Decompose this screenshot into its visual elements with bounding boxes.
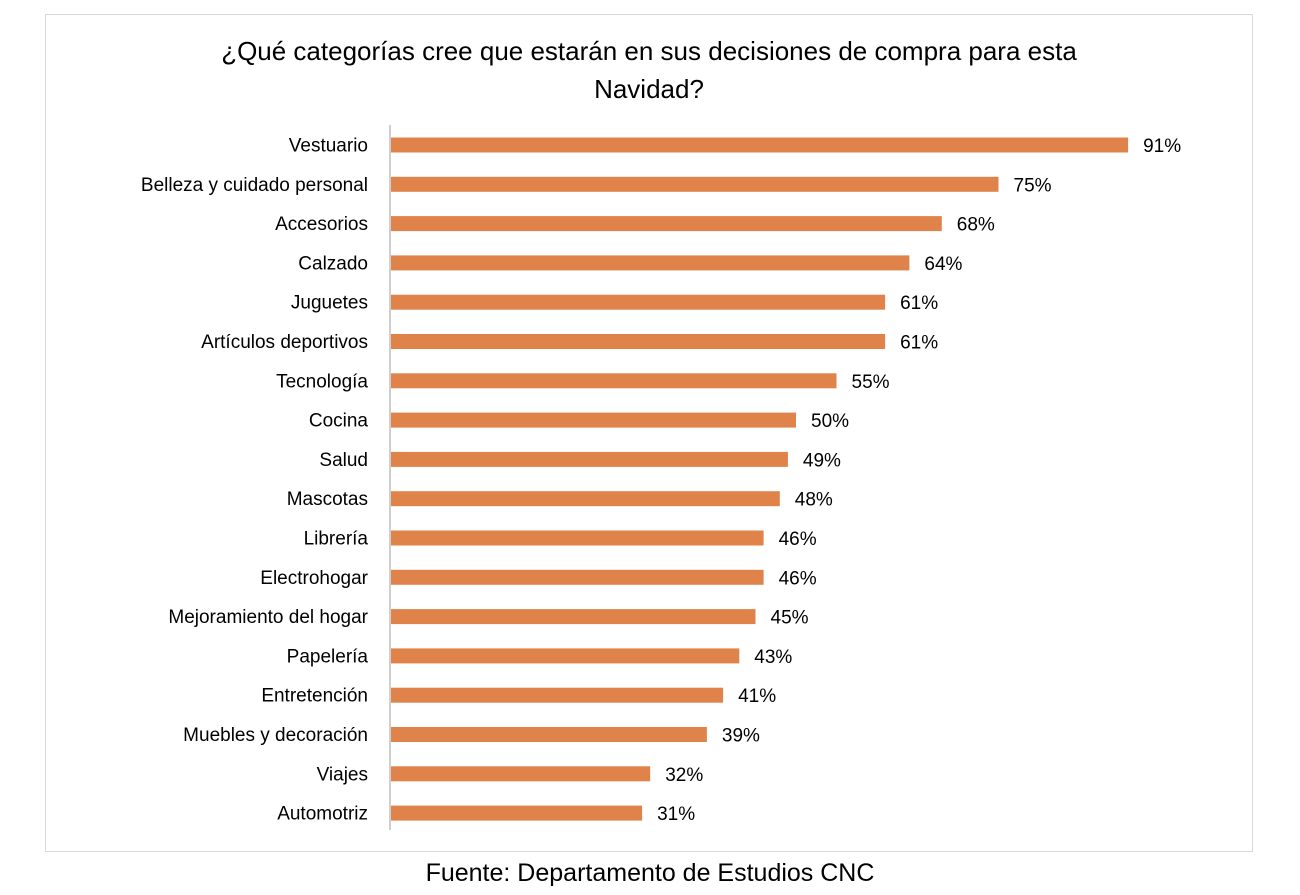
category-label: Juguetes: [291, 293, 368, 314]
chart-title-line-2: Navidad?: [594, 74, 704, 104]
data-label: 61%: [900, 333, 938, 354]
category-labels-group: Vestuario Belleza y cuidado personal Acces…: [141, 136, 369, 825]
data-label: 75%: [1014, 175, 1052, 196]
bar-7: [391, 373, 837, 389]
category-label: Entretención: [261, 686, 368, 707]
category-label: Electrohogar: [260, 568, 368, 589]
data-label: 31%: [657, 804, 695, 825]
data-label: 39%: [722, 726, 760, 747]
data-label: 68%: [957, 215, 995, 236]
bar-12: [391, 569, 764, 585]
category-label: Cocina: [309, 411, 369, 432]
category-label: Vestuario: [289, 136, 368, 157]
bar-1: [391, 137, 1129, 153]
data-label: 45%: [771, 608, 809, 629]
data-label: 55%: [852, 372, 890, 393]
category-label: Mejoramiento del hogar: [168, 607, 368, 628]
bar-4: [391, 255, 910, 271]
bar-14: [391, 648, 740, 664]
bar-16: [391, 727, 707, 742]
bar-3: [391, 216, 942, 232]
category-label: Automotriz: [277, 804, 368, 825]
bar-11: [391, 530, 764, 546]
bar-18: [391, 805, 643, 821]
data-label: 41%: [738, 686, 776, 707]
chart-title-line-1: ¿Qué categorías cree que estarán en sus …: [221, 36, 1077, 66]
bar-5: [391, 294, 886, 310]
data-label: 91%: [1143, 136, 1181, 157]
data-label: 61%: [900, 293, 938, 314]
chart-frame: [45, 14, 1253, 852]
category-label: Mascotas: [287, 489, 368, 510]
data-label: 64%: [924, 254, 962, 275]
bar-13: [391, 609, 756, 625]
source-note: Fuente: Departamento de Estudios CNC: [425, 859, 875, 887]
chart-title: ¿Qué categorías cree que estarán en sus …: [45, 32, 1253, 108]
value-labels-group: 91% 75% 68% 64% 61% 61% 55%50% 49% 48% 46% 46% 45% 4…: [657, 136, 1181, 825]
data-label: 49%: [803, 450, 841, 471]
data-label: 46%: [779, 529, 817, 550]
bar-17: [391, 766, 651, 782]
data-label: 50%: [811, 411, 849, 432]
data-label: 32%: [665, 765, 703, 786]
category-label: Muebles y decoración: [183, 725, 368, 746]
category-label: Papelería: [287, 646, 369, 667]
category-label: Tecnología: [276, 371, 368, 392]
bar-15: [391, 687, 724, 703]
data-label: 46%: [779, 568, 817, 589]
bar-9: [391, 451, 788, 467]
bar-10: [391, 491, 780, 507]
category-label: Calzado: [298, 253, 368, 274]
category-label: Artículos deportivos: [201, 332, 368, 353]
category-label: Accesorios: [275, 214, 368, 235]
bar-8: [391, 412, 796, 428]
bar-6: [391, 334, 886, 349]
data-label: 48%: [795, 490, 833, 511]
bar-2: [391, 176, 999, 192]
bars-group: [391, 137, 1129, 821]
category-label: Viajes: [317, 764, 368, 785]
category-label: Belleza y cuidado personal: [141, 175, 368, 196]
category-label: Salud: [319, 450, 368, 471]
category-label: Librería: [304, 529, 369, 550]
data-label: 43%: [754, 647, 792, 668]
